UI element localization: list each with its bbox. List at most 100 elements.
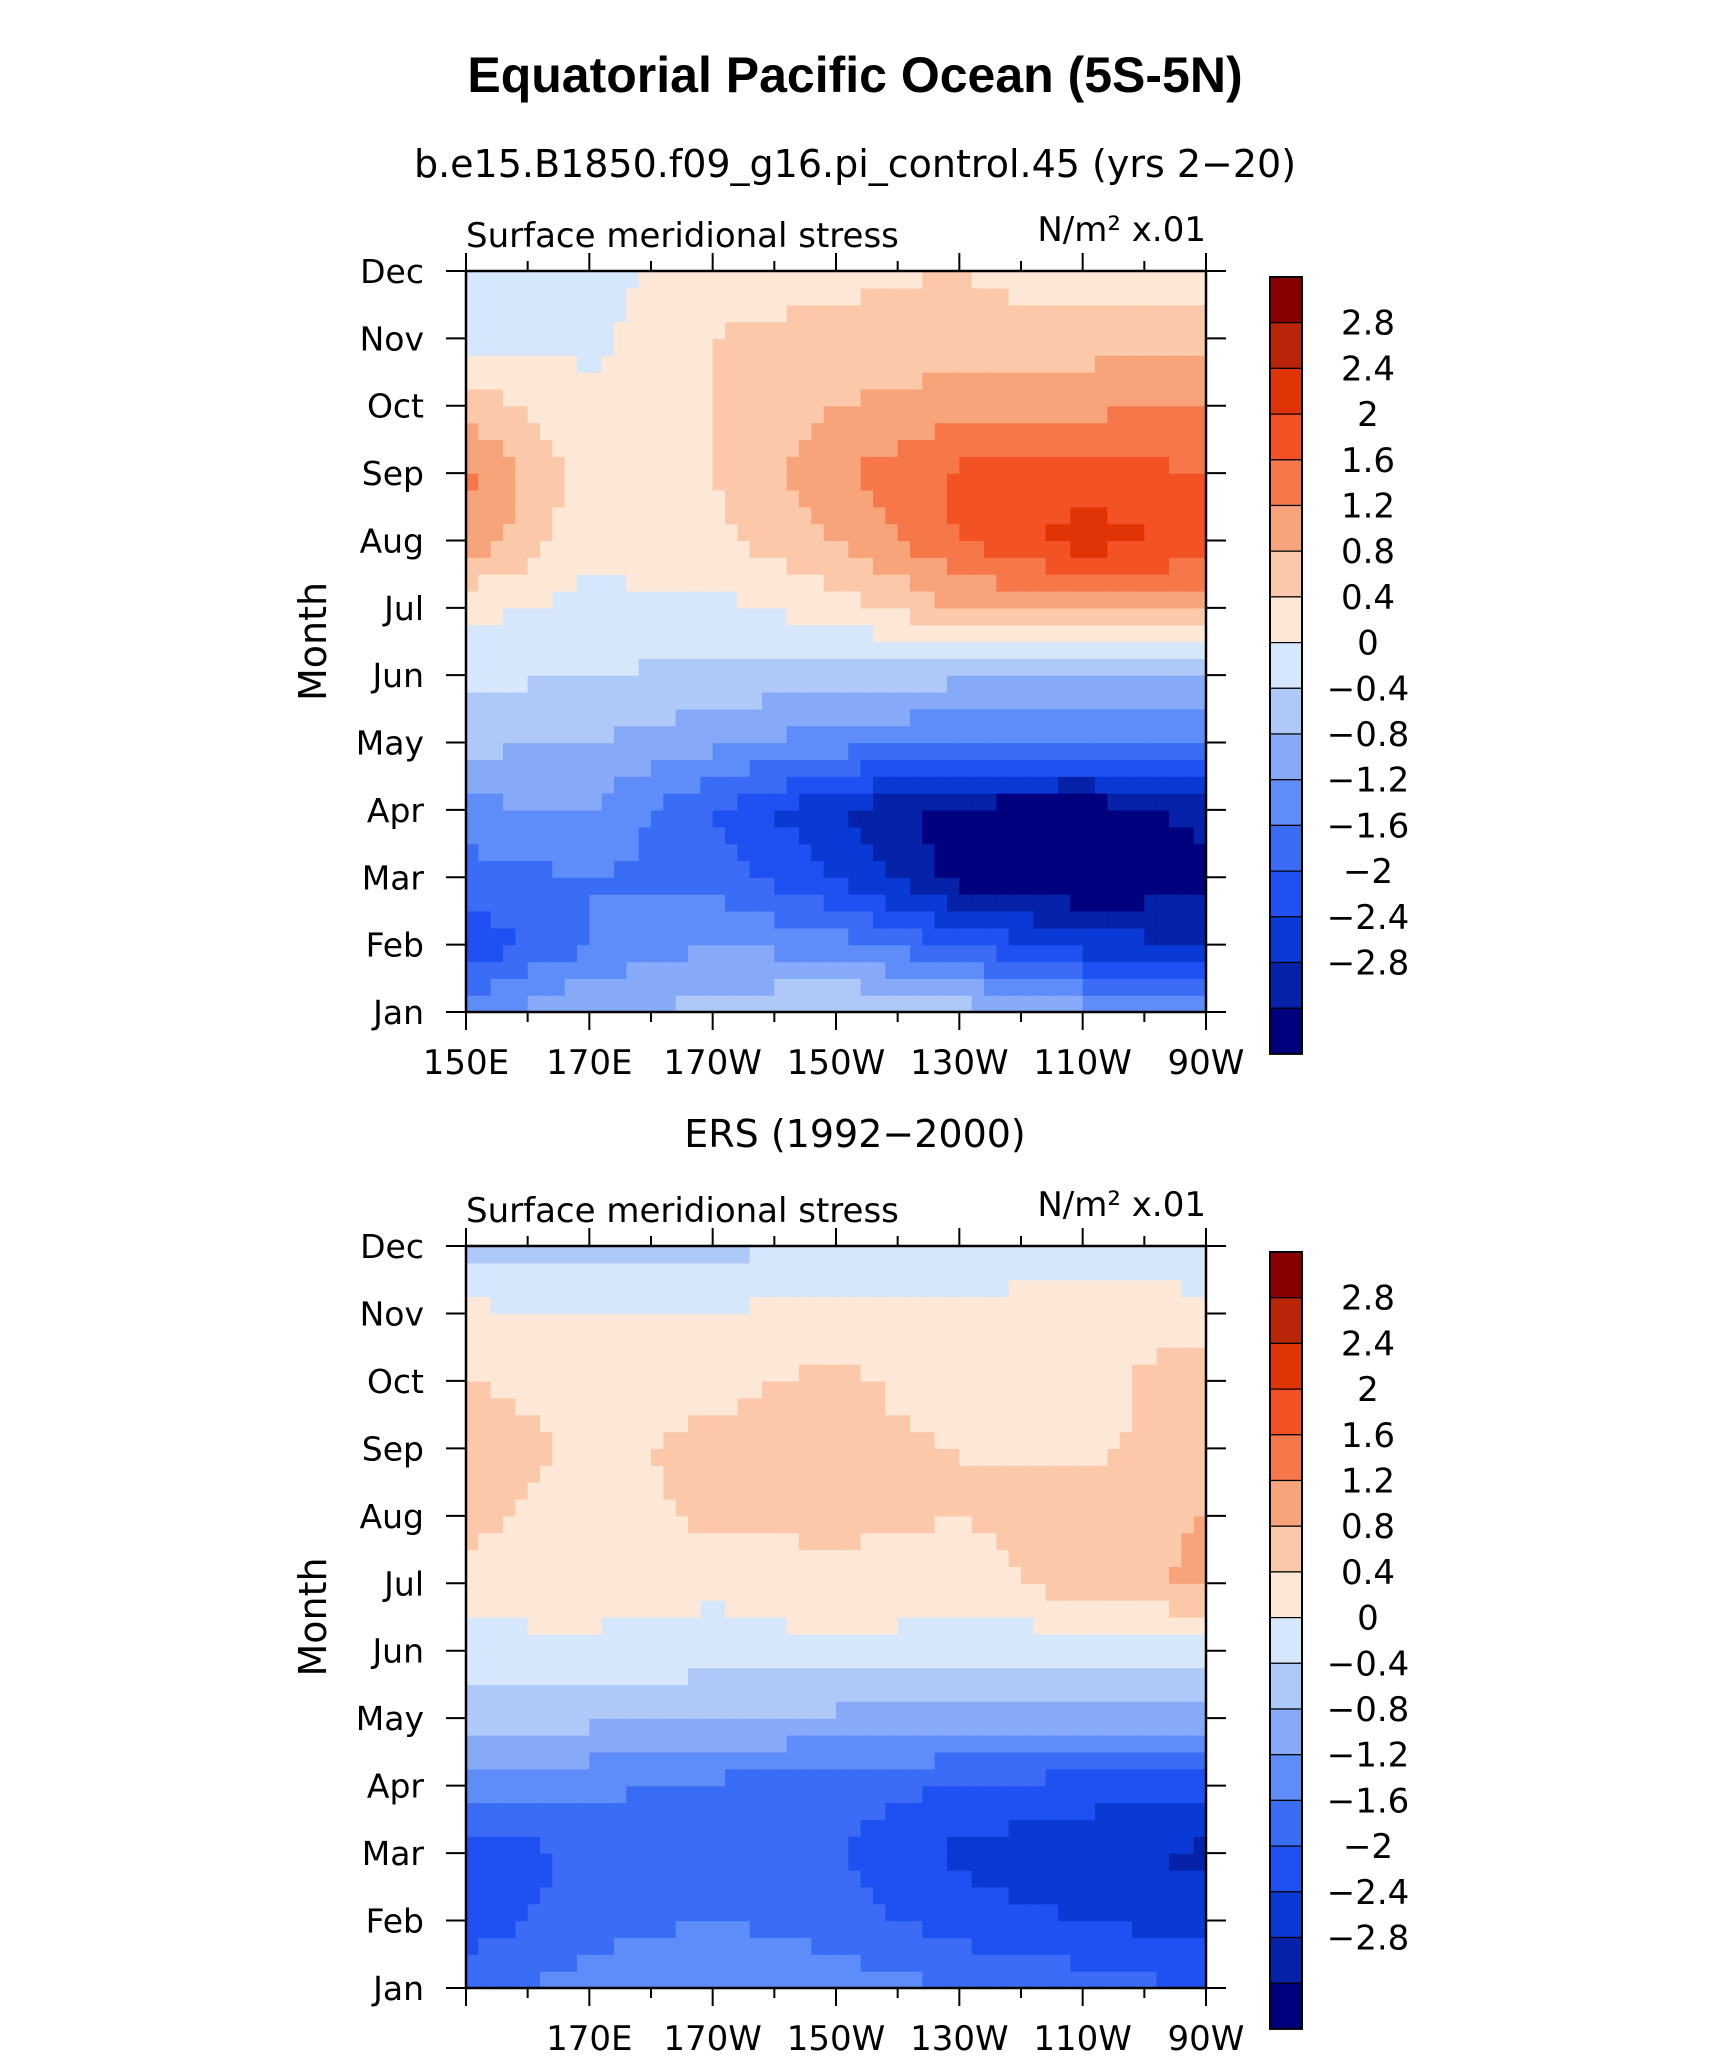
contour-cell bbox=[737, 894, 751, 912]
contour-cell bbox=[552, 540, 566, 558]
contour-cell bbox=[836, 1971, 849, 1989]
contour-cell bbox=[688, 1465, 701, 1483]
contour-cell bbox=[1070, 456, 1084, 474]
contour-cell bbox=[490, 439, 504, 457]
contour-cell bbox=[1181, 1498, 1195, 1517]
contour-cell bbox=[762, 473, 775, 491]
contour-cell bbox=[885, 557, 899, 575]
contour-cell bbox=[1193, 355, 1207, 373]
contour-cell bbox=[638, 826, 652, 845]
contour-cell bbox=[478, 1751, 492, 1770]
contour-cell bbox=[688, 557, 701, 575]
contour-cell bbox=[922, 658, 936, 676]
contour-cell bbox=[885, 506, 899, 525]
contour-cell bbox=[490, 1853, 504, 1871]
contour-cell bbox=[860, 1869, 874, 1888]
contour-cell bbox=[799, 1819, 812, 1837]
contour-cell bbox=[688, 978, 701, 996]
contour-cell bbox=[897, 1802, 911, 1820]
contour-cell bbox=[811, 1751, 825, 1770]
contour-cell bbox=[897, 456, 911, 474]
contour-cell bbox=[577, 1869, 590, 1888]
contour-cell bbox=[860, 1414, 874, 1433]
contour-cell bbox=[638, 1482, 652, 1500]
contour-cell bbox=[799, 1937, 812, 1955]
contour-cell bbox=[737, 1566, 751, 1584]
contour-cell bbox=[577, 995, 590, 1013]
contour-cell bbox=[466, 961, 479, 979]
contour-cell bbox=[651, 961, 664, 979]
contour-cell bbox=[799, 1836, 812, 1854]
contour-cell bbox=[503, 692, 516, 710]
contour-cell bbox=[984, 338, 997, 356]
contour-cell bbox=[860, 1667, 874, 1686]
contour-cell bbox=[799, 826, 812, 845]
contour-cell bbox=[873, 1498, 886, 1517]
contour-cell bbox=[675, 473, 689, 491]
contour-cell bbox=[1095, 1431, 1108, 1449]
contour-cell bbox=[1082, 1751, 1096, 1770]
contour-cell bbox=[1156, 1380, 1170, 1399]
contour-cell bbox=[515, 355, 529, 373]
contour-cell bbox=[1070, 1718, 1084, 1736]
contour-cell bbox=[737, 1498, 751, 1517]
contour-cell bbox=[749, 658, 763, 676]
contour-cell bbox=[971, 388, 985, 407]
contour-cell bbox=[799, 338, 812, 356]
contour-cell bbox=[527, 725, 541, 744]
contour-cell bbox=[700, 489, 714, 508]
contour-cell bbox=[737, 540, 751, 558]
contour-cell bbox=[1058, 1886, 1071, 1905]
contour-cell bbox=[614, 405, 627, 424]
contour-cell bbox=[786, 725, 800, 744]
contour-cell bbox=[1181, 927, 1195, 946]
contour-cell bbox=[626, 1735, 640, 1753]
contour-cell bbox=[762, 843, 775, 862]
contour-cell bbox=[540, 372, 553, 390]
colorbar-label: 2.8 bbox=[1341, 304, 1395, 344]
contour-cell bbox=[860, 540, 874, 558]
contour-cell bbox=[885, 456, 899, 474]
contour-cell bbox=[1119, 1853, 1133, 1871]
contour-cell bbox=[737, 355, 751, 373]
contour-cell bbox=[959, 1971, 973, 1989]
contour-cell bbox=[848, 1515, 862, 1534]
contour-cell bbox=[786, 1684, 800, 1702]
contour-cell bbox=[762, 742, 775, 760]
contour-cell bbox=[651, 355, 664, 373]
contour-cell bbox=[1082, 489, 1096, 508]
contour-cell bbox=[527, 776, 541, 794]
contour-cell bbox=[466, 1971, 479, 1989]
contour-cell bbox=[934, 287, 948, 306]
contour-cell bbox=[774, 1718, 788, 1736]
contour-cell bbox=[663, 1785, 677, 1804]
contour-cell bbox=[601, 1414, 615, 1433]
contour-cell bbox=[626, 439, 640, 457]
contour-cell bbox=[614, 1667, 627, 1686]
contour-cell bbox=[466, 590, 479, 609]
contour-cell bbox=[663, 405, 677, 424]
contour-cell bbox=[799, 1920, 812, 1939]
contour-cell bbox=[1045, 1819, 1059, 1837]
contour-cell bbox=[1181, 1751, 1195, 1770]
contour-cell bbox=[971, 456, 985, 474]
colorbar-label: 1.2 bbox=[1341, 487, 1395, 527]
contour-cell bbox=[737, 759, 751, 777]
contour-cell bbox=[712, 1600, 726, 1618]
contour-cell bbox=[934, 877, 948, 895]
contour-cell bbox=[1082, 1886, 1096, 1905]
contour-cell bbox=[749, 1633, 763, 1652]
contour-cell bbox=[811, 742, 825, 760]
contour-cell bbox=[922, 1431, 936, 1449]
contour-cell bbox=[712, 607, 726, 626]
contour-cell bbox=[663, 1650, 677, 1669]
contour-cell bbox=[540, 1785, 553, 1804]
contour-cell bbox=[1119, 995, 1133, 1013]
contour-cell bbox=[1008, 658, 1022, 676]
contour-cell bbox=[626, 574, 640, 592]
contour-cell bbox=[503, 1566, 516, 1584]
contour-cell bbox=[848, 675, 862, 693]
contour-cell bbox=[737, 961, 751, 979]
contour-cell bbox=[848, 372, 862, 390]
contour-cell bbox=[823, 759, 837, 777]
